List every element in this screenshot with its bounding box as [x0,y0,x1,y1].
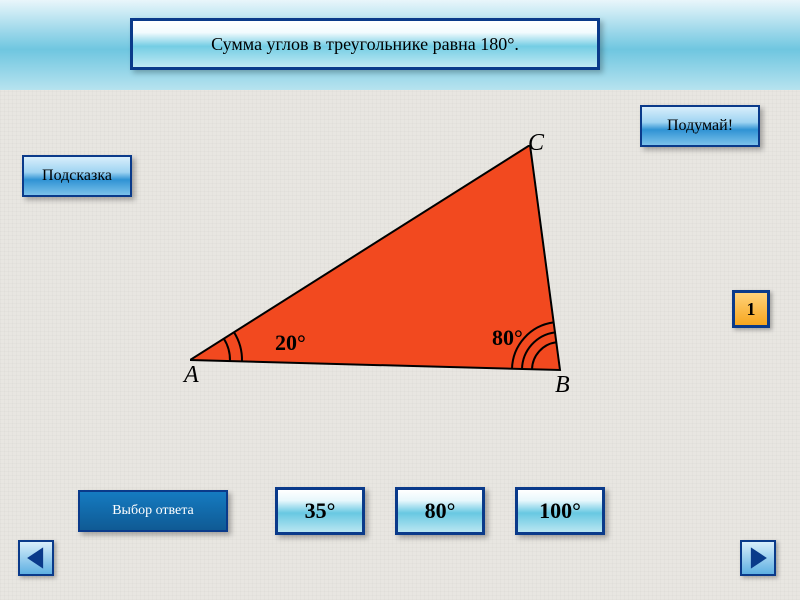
arrow-right-icon [742,542,774,574]
vertex-label-b: В [555,372,570,399]
option-2-label: 80° [425,498,456,524]
angle-label-a: 20° [275,330,306,356]
option-3[interactable]: 100° [515,487,605,535]
vertex-label-a: А [184,362,199,389]
next-slide-button[interactable] [740,540,776,576]
option-2[interactable]: 80° [395,487,485,535]
answer-prompt: Выбор ответа [78,490,228,532]
angle-label-b: 80° [492,325,523,351]
option-1[interactable]: 35° [275,487,365,535]
vertex-label-c: С [528,130,544,157]
attempt-counter: 1 [732,290,770,328]
option-1-label: 35° [305,498,336,524]
hint-button[interactable]: Подсказка [22,155,132,197]
rule-title-text: Сумма углов в треугольнике равна 180°. [211,34,519,55]
think-button[interactable]: Подумай! [640,105,760,147]
attempt-counter-value: 1 [747,299,756,320]
arrow-left-icon [20,542,52,574]
prev-slide-button[interactable] [18,540,54,576]
hint-button-label: Подсказка [42,167,112,185]
answer-prompt-text: Выбор ответа [112,503,194,519]
option-3-label: 100° [539,498,581,524]
think-button-label: Подумай! [667,117,733,135]
rule-title: Сумма углов в треугольнике равна 180°. [130,18,600,70]
